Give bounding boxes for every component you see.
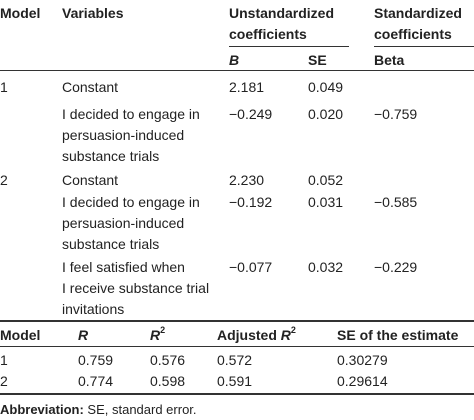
t1-row3-se: 0.052: [308, 172, 344, 188]
t1-row5-variable-line1: I feel satisfied when: [62, 259, 185, 275]
t1-row2-se: 0.020: [308, 106, 344, 122]
t2-header-adj-sup: 2: [290, 325, 296, 336]
t1-row4-variable-line1: I decided to engage in: [62, 194, 200, 210]
t1-header-model: Model: [0, 5, 41, 21]
t2-header-r2-sup: 2: [160, 325, 166, 336]
footnote-text: SE, standard error.: [83, 402, 197, 417]
t2-header-rule: [0, 346, 474, 347]
t2-header-model: Model: [0, 327, 41, 343]
t2-bottom-rule: [0, 393, 474, 395]
t1-row4-b: −0.192: [229, 194, 273, 210]
t1-header-rule: [0, 70, 474, 71]
t1-row5-beta: −0.229: [374, 259, 418, 275]
t1-header-beta: Beta: [374, 52, 405, 68]
t1-row3-model: 2: [0, 172, 8, 188]
t2-row2-se-estimate: 0.29614: [337, 373, 388, 389]
t1-header-b: B: [229, 52, 240, 68]
t1-header-variables: Variables: [62, 5, 124, 21]
t1-row3-variable: Constant: [62, 172, 119, 188]
t2-row2-model: 2: [0, 373, 8, 389]
t2-row1-adjusted: 0.572: [217, 352, 253, 368]
t1-row1-model: 1: [0, 79, 8, 95]
t1-row1-variable: Constant: [62, 79, 119, 95]
t2-row1-se-estimate: 0.30279: [337, 352, 388, 368]
t2-row1-r: 0.759: [78, 352, 114, 368]
t1-row2-b: −0.249: [229, 106, 273, 122]
t2-header-se-estimate: SE of the estimate: [337, 327, 459, 343]
t1-row2-variable-line1: I decided to engage in: [62, 106, 200, 122]
t1-row4-variable-line2: persuasion-induced: [62, 215, 185, 231]
t1-row5-variable-line2: I receive substance trial: [62, 280, 210, 296]
t1-bottom-rule: [0, 320, 474, 322]
t1-row1-se: 0.049: [308, 79, 344, 95]
footnote-label: Abbreviation:: [0, 402, 84, 417]
t1-header-std-line2: coefficients: [374, 26, 452, 42]
t1-row3-b: 2.230: [229, 172, 265, 188]
t1-row5-b: −0.077: [229, 259, 273, 275]
t2-row1-model: 1: [0, 352, 8, 368]
t2-header-adjusted-r-squared: Adjusted R2: [217, 326, 296, 344]
t2-header-adj-r: R: [280, 327, 291, 343]
t1-row2-variable-line2: persuasion-induced: [62, 127, 185, 143]
footnote: Abbreviation: SE, standard error.: [0, 401, 197, 419]
t1-header-se: SE: [308, 52, 327, 68]
t1-row2-variable-line3: substance trials: [62, 148, 160, 164]
t1-row4-beta: −0.585: [374, 194, 418, 210]
t2-row1-r2: 0.576: [150, 352, 186, 368]
t1-row2-beta: −0.759: [374, 106, 418, 122]
t1-row5-variable-line3: invitations: [62, 301, 125, 317]
t1-header-unstd-line2: coefficients: [229, 26, 307, 42]
t1-row5-se: 0.032: [308, 259, 344, 275]
t2-row2-r: 0.774: [78, 373, 114, 389]
t1-spanner-rule-unstd: [229, 46, 349, 47]
t2-header-r-squared: R2: [150, 326, 165, 344]
t2-row2-adjusted: 0.591: [217, 373, 253, 389]
t1-header-std-line1: Standardized: [374, 5, 462, 21]
t2-row2-r2: 0.598: [150, 373, 186, 389]
t1-row4-variable-line3: substance trials: [62, 236, 160, 252]
t1-row1-b: 2.181: [229, 79, 265, 95]
t1-header-unstd-line1: Unstandardized: [229, 5, 335, 21]
t1-row4-se: 0.031: [308, 194, 344, 210]
t2-header-r: R: [78, 327, 89, 343]
t2-header-r2-letter: R: [150, 327, 161, 343]
t1-spanner-rule-std: [374, 46, 474, 47]
t2-header-adj-text: Adjusted: [217, 327, 281, 343]
